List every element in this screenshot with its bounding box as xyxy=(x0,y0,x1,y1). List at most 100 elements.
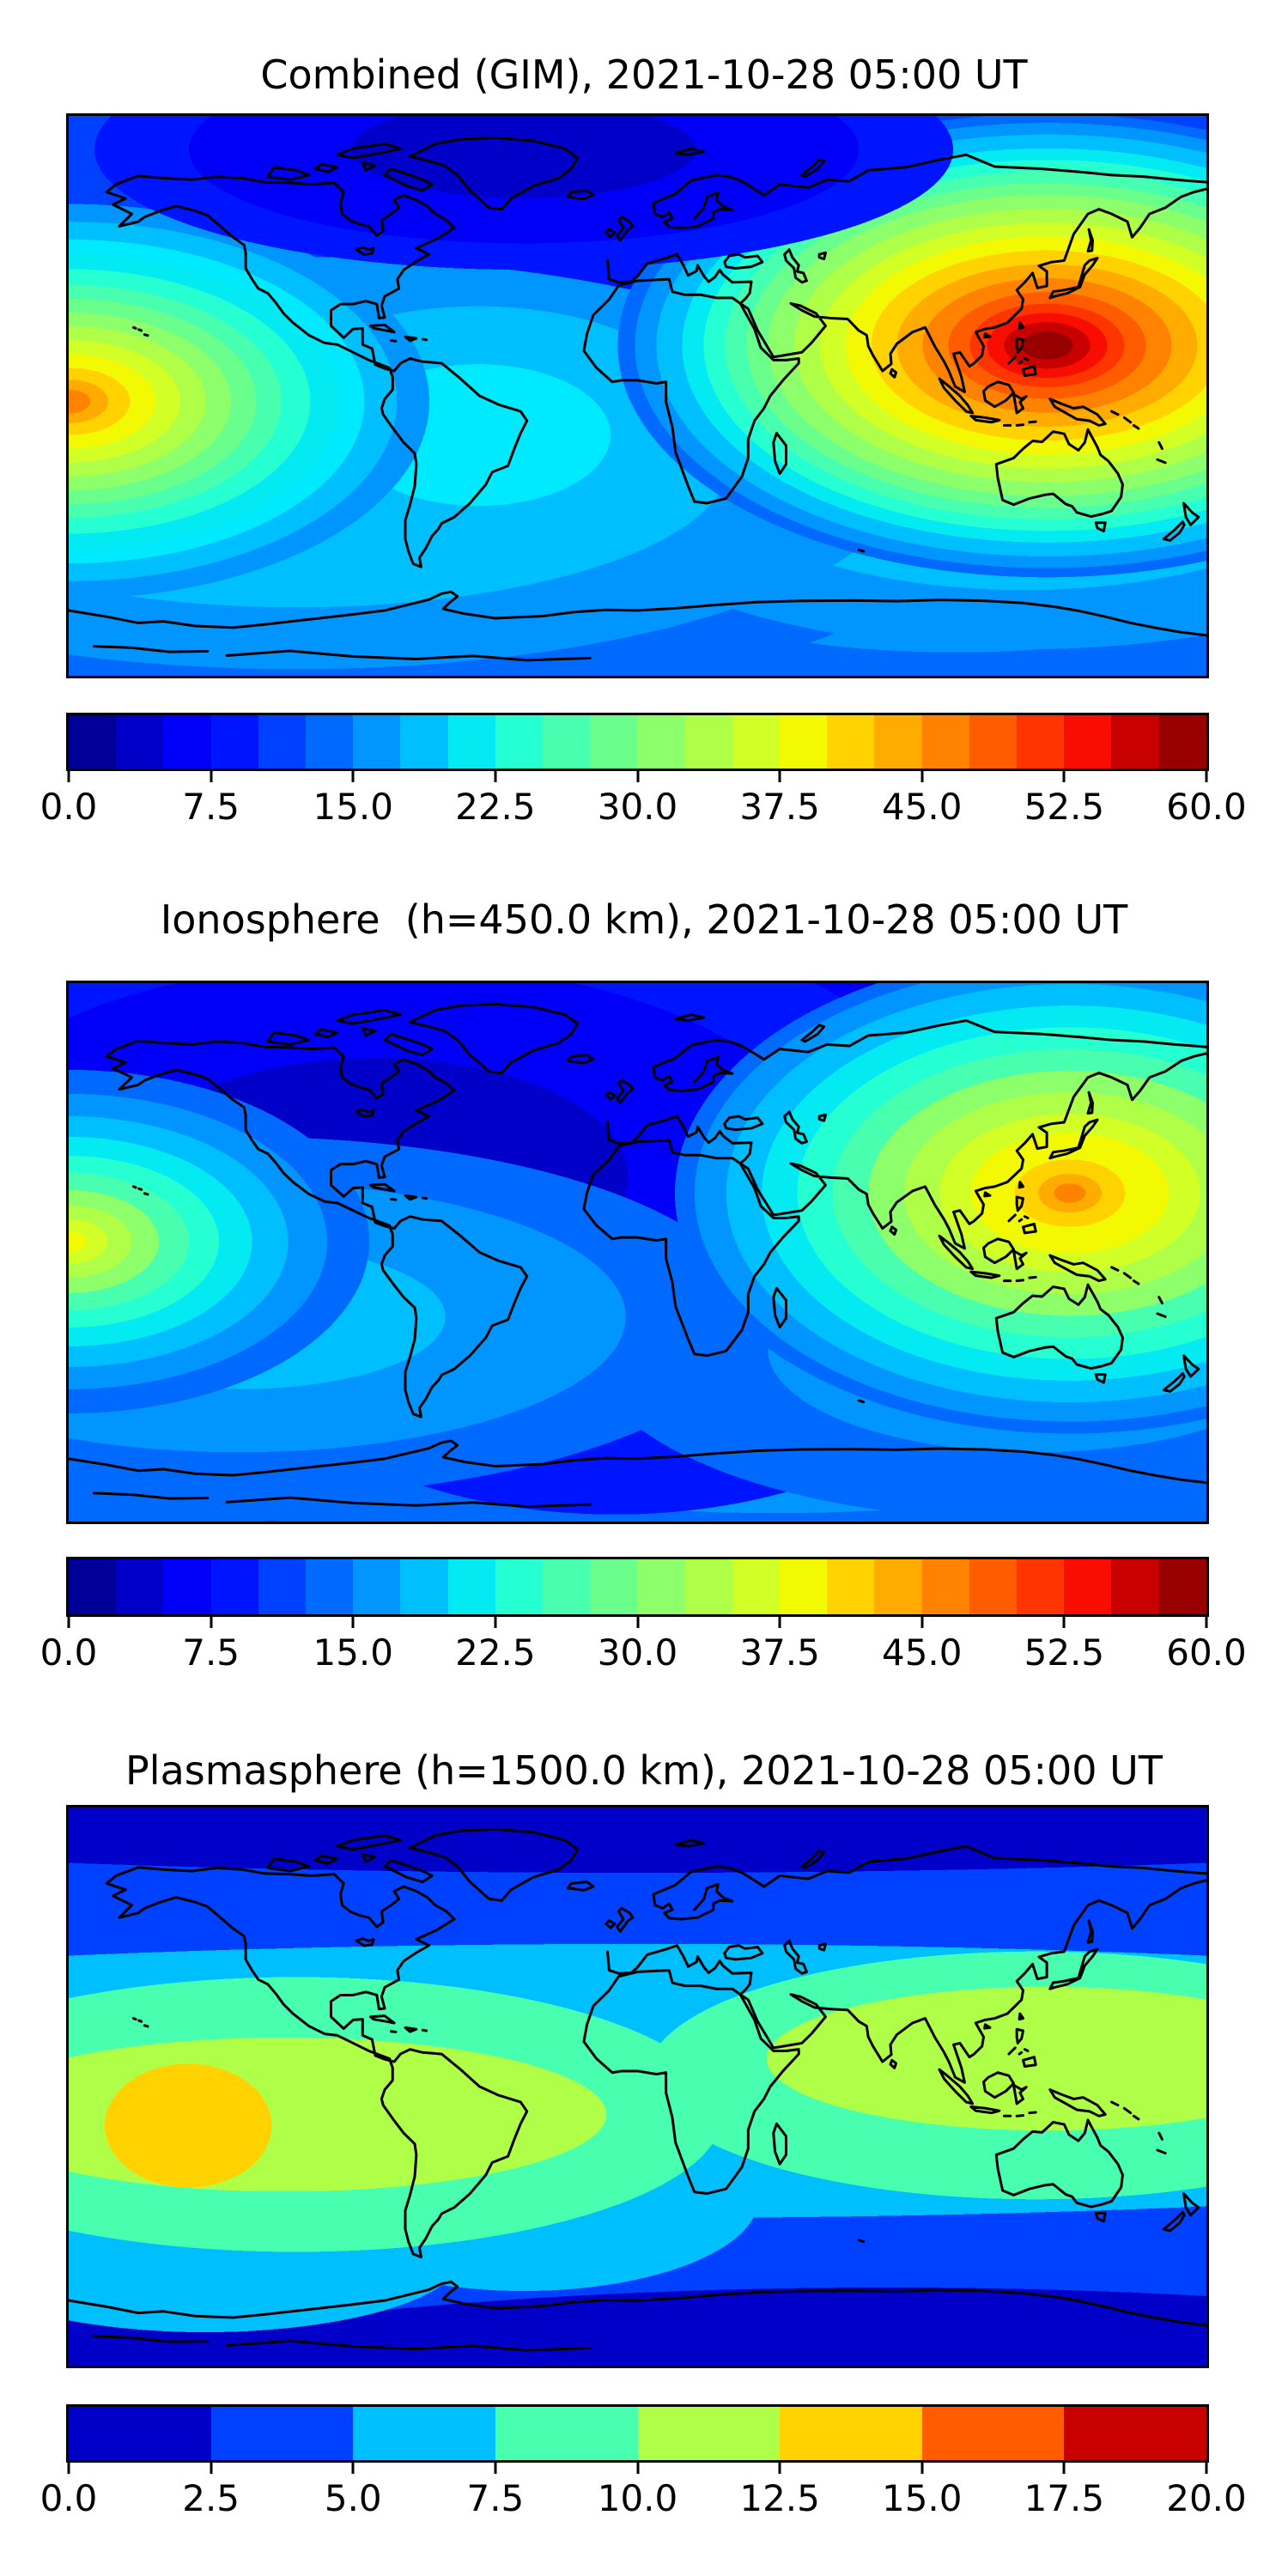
colorbar-segment xyxy=(637,2407,781,2460)
colorbar-tick-label: 10.0 xyxy=(597,2477,678,2519)
coastline-path xyxy=(653,1846,1206,1919)
colorbar-tick-label: 0.0 xyxy=(39,786,98,828)
coastline-path xyxy=(69,592,1206,660)
coastline-path xyxy=(653,1021,1206,1091)
colorbar-segment xyxy=(921,1559,969,1614)
colorbar-segment xyxy=(210,715,258,769)
colorbar-tick-label: 30.0 xyxy=(597,1631,678,1674)
colorbar-segment xyxy=(1064,1559,1112,1614)
coastline-path xyxy=(133,1015,1198,1402)
colorbar-segment xyxy=(353,2407,495,2460)
panel-title-plasmasphere: Plasmasphere (h=1500.0 km), 2021-10-28 0… xyxy=(125,1747,1163,1794)
colorbar-segments xyxy=(69,1559,1206,1614)
coastline-path xyxy=(653,155,1206,228)
colorbar-segment xyxy=(874,715,922,769)
coastlines-overlay xyxy=(69,983,1206,1522)
colorbar-segment xyxy=(684,1559,732,1614)
colorbar-segment xyxy=(400,715,448,769)
colorbar-tick-label: 5.0 xyxy=(324,2477,382,2519)
colorbar-tick xyxy=(1205,2460,1208,2474)
coastline-path xyxy=(608,1054,1206,1249)
colorbar-segment xyxy=(163,1559,211,1614)
coastline-path xyxy=(356,1939,374,1946)
colorbar-segment xyxy=(447,1559,495,1614)
colorbar-segment xyxy=(969,715,1018,769)
colorbar-segment xyxy=(495,1559,544,1614)
colorbar-tick-label: 60.0 xyxy=(1166,786,1247,828)
panel-title-ionosphere: Ionosphere (h=450.0 km), 2021-10-28 05:0… xyxy=(160,896,1128,943)
colorbar-segment xyxy=(353,1559,401,1614)
colorbar-tick-label: 7.5 xyxy=(466,2477,525,2519)
coastline-path xyxy=(996,1285,1122,1369)
colorbar-tick xyxy=(1062,769,1066,782)
colorbar-segment xyxy=(400,1559,448,1614)
coastline-path xyxy=(985,229,1097,337)
coastline-path xyxy=(985,1921,1097,2028)
colorbar-segment xyxy=(543,715,591,769)
coastlines-overlay xyxy=(69,1807,1206,2366)
colorbar-segment xyxy=(1017,715,1065,769)
colorbar-segment xyxy=(210,2407,354,2460)
colorbar-segment xyxy=(69,1559,117,1614)
colorbar-segment xyxy=(210,1559,258,1614)
coastline-path xyxy=(985,1092,1097,1196)
coastline-path xyxy=(106,176,527,567)
map-combined-gim xyxy=(66,113,1209,678)
coastline-path xyxy=(996,2120,1122,2207)
colorbar-tick xyxy=(351,2460,355,2474)
colorbar-segment xyxy=(637,715,685,769)
colorbar-segment xyxy=(969,1559,1018,1614)
colorbar-tick-label: 17.5 xyxy=(1024,2477,1105,2519)
colorbar-segment xyxy=(827,715,875,769)
colorbar-ionosphere: 0.0 7.5 15.0 22.5 30.0 37.5 45.0 52.5 60.0 xyxy=(40,1557,1247,1674)
colorbar-segment xyxy=(306,1559,354,1614)
colorbar-segment xyxy=(353,715,401,769)
colorbar-segment xyxy=(590,715,638,769)
colorbar-tick xyxy=(210,1614,213,1628)
colorbar-tick xyxy=(351,769,355,782)
colorbar-segment xyxy=(495,2407,638,2460)
colorbar-tick xyxy=(494,769,497,782)
coastline-path xyxy=(996,429,1122,516)
coastline-path xyxy=(133,149,1198,551)
colorbar-segment xyxy=(874,1559,922,1614)
colorbar-tick-label: 22.5 xyxy=(455,1631,536,1674)
colorbar-segment xyxy=(447,715,495,769)
colorbar-tick-label: 37.5 xyxy=(739,786,820,828)
colorbar-tick xyxy=(778,2460,781,2474)
colorbar-tick xyxy=(636,2460,639,2474)
coastline-path xyxy=(890,2029,1139,2119)
colorbar-tick-label: 52.5 xyxy=(1024,786,1105,828)
colorbar-tick xyxy=(1062,1614,1066,1628)
colorbar-tick xyxy=(67,1614,70,1628)
colorbar-segment xyxy=(732,1559,781,1614)
colorbar-tick xyxy=(67,769,70,782)
colorbar-segment xyxy=(163,715,211,769)
coastline-path xyxy=(890,1197,1139,1284)
colorbar-tick-label: 45.0 xyxy=(881,1631,963,1674)
colorbar-segment xyxy=(780,1559,828,1614)
coastline-path xyxy=(268,1010,432,1054)
colorbar-segment xyxy=(780,2407,922,2460)
colorbar-tick-label: 0.0 xyxy=(39,2477,98,2519)
colorbar-segment xyxy=(495,715,544,769)
colorbar-tick xyxy=(920,1614,924,1628)
colorbar-tick xyxy=(1062,2460,1066,2474)
coastline-path xyxy=(774,2123,787,2164)
coastline-path xyxy=(774,1288,787,1327)
colorbar-segment xyxy=(258,1559,307,1614)
colorbar-segment xyxy=(116,1559,164,1614)
map-plasmasphere xyxy=(66,1805,1209,2368)
coastline-path xyxy=(356,247,374,254)
colorbar-tick xyxy=(778,769,781,782)
colorbar-tick xyxy=(210,769,213,782)
colorbar-segment xyxy=(258,715,307,769)
map-ionosphere xyxy=(66,981,1209,1524)
colorbar-plasmasphere: 0.0 2.5 5.0 7.5 10.0 12.5 15.0 17.5 20.0 xyxy=(40,2404,1247,2519)
coastline-path xyxy=(725,250,826,283)
colorbar-tick-label: 7.5 xyxy=(182,1631,240,1674)
colorbar-tick-label: 15.0 xyxy=(881,2477,963,2519)
colorbar-tick-label: 22.5 xyxy=(455,786,536,828)
colorbar-tick-label: 37.5 xyxy=(739,1631,820,1674)
colorbar-segment xyxy=(306,715,354,769)
